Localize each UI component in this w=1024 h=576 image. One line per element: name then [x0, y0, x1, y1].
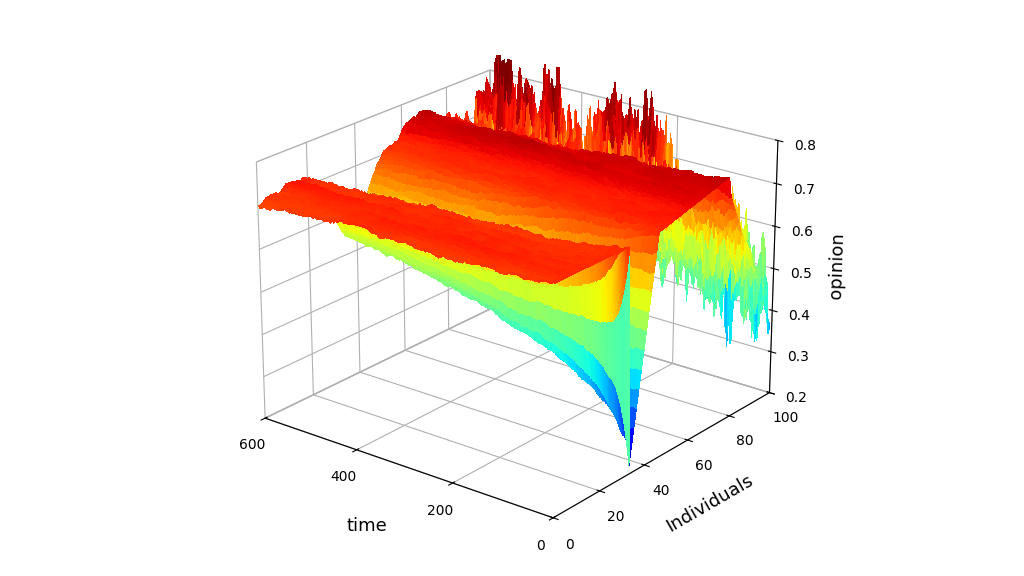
X-axis label: time: time [347, 517, 387, 535]
Y-axis label: Individuals: Individuals [664, 472, 757, 536]
